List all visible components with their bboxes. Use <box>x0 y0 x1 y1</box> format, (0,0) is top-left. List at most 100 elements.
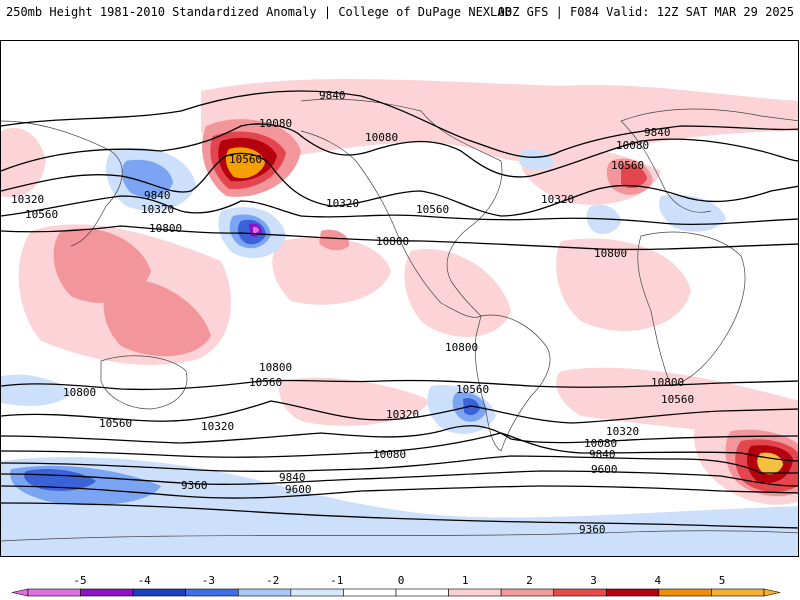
contour-label: 9840 <box>144 189 171 202</box>
anomaly-positive-max <box>621 164 647 189</box>
contour-label: 10560 <box>99 417 132 430</box>
colorbar: -5 -4 -3 -2 -1 0 1 2 3 4 5 <box>11 574 781 597</box>
anomaly-map: 9840 10080 10080 10560 9840 10320 10320 … <box>0 40 799 557</box>
model-run-info: 00Z GFS | F084 Valid: 12Z SAT MAR 29 202… <box>497 5 794 19</box>
map-canvas: 9840 10080 10080 10560 9840 10320 10320 … <box>1 79 798 556</box>
contour-label: 10800 <box>259 361 292 374</box>
anomaly-positive-area <box>556 238 691 331</box>
colorbar-tick-label: 2 <box>526 574 533 587</box>
colorbar-tick-label: -2 <box>266 574 279 587</box>
colorbar-tick-label: 1 <box>462 574 469 587</box>
coastline-europe-asia <box>1 108 798 247</box>
colorbar-cell <box>80 588 134 597</box>
contour-line <box>1 432 798 462</box>
contour-label: 10800 <box>445 341 478 354</box>
height-contours <box>1 90 798 529</box>
contour-label: 10080 <box>365 131 398 144</box>
colorbar-tick-label: -5 <box>73 574 86 587</box>
colorbar-tick-label: -1 <box>330 574 343 587</box>
contour-label: 10080 <box>584 437 617 450</box>
colorbar-tick-label: 3 <box>590 574 597 587</box>
colorbar-tick-label: -3 <box>202 574 215 587</box>
contour-line <box>1 225 798 251</box>
contour-label: 9840 <box>319 89 346 102</box>
colorbar-cell <box>27 588 81 597</box>
colorbar-cell <box>448 588 502 597</box>
colorbar-cell <box>132 588 187 597</box>
contour-label: 9600 <box>591 463 618 476</box>
colorbar-cell <box>343 588 397 597</box>
anomaly-positive-core <box>319 229 350 251</box>
contour-label: 9360 <box>181 479 208 492</box>
coastline-antarctica <box>1 530 798 542</box>
contour-label: 10800 <box>63 386 96 399</box>
colorbar-end-left <box>11 588 29 597</box>
anomaly-positive-area <box>201 79 798 164</box>
contour-label: 10560 <box>249 376 282 389</box>
contour-label: 10080 <box>373 448 406 461</box>
coastline-africa <box>637 231 746 387</box>
contour-label: 10560 <box>456 383 489 396</box>
anomaly-positive-area <box>279 377 431 426</box>
contour-label: 10800 <box>651 376 684 389</box>
anomaly-positive-area <box>404 249 511 338</box>
contour-line <box>1 485 798 499</box>
contour-line <box>1 470 798 487</box>
colorbar-cell <box>185 588 239 597</box>
anomaly-negative-peak <box>253 226 259 234</box>
contour-label: 10320 <box>386 408 419 421</box>
contour-label: 10320 <box>606 425 639 438</box>
contour-line <box>1 195 798 225</box>
contour-label-group: 9840 10080 10080 10560 9840 10320 10320 … <box>11 89 694 536</box>
colorbar-ticks: -5 -4 -3 -2 -1 0 1 2 3 4 5 <box>73 574 725 587</box>
contour-label: 10560 <box>661 393 694 406</box>
contour-label: 10080 <box>259 117 292 130</box>
contour-label: 10320 <box>201 420 234 433</box>
colorbar-cells <box>11 588 781 597</box>
contour-label: 10560 <box>611 159 644 172</box>
contour-label: 10800 <box>149 222 182 235</box>
contour-label: 10320 <box>141 203 174 216</box>
contour-line <box>1 152 798 217</box>
anomaly-positive-core <box>103 279 211 357</box>
colorbar-tick-label: 0 <box>398 574 405 587</box>
colorbar-tick-label: 5 <box>719 574 726 587</box>
colorbar-cell <box>711 588 765 597</box>
contour-label: 10080 <box>616 139 649 152</box>
coastline-australia <box>100 355 188 410</box>
contour-label: 10560 <box>416 203 449 216</box>
colorbar-cell <box>500 588 555 597</box>
contour-label: 9840 <box>589 448 616 461</box>
contour-line <box>1 90 798 158</box>
contour-label: 9600 <box>285 483 312 496</box>
contour-label: 10800 <box>594 247 627 260</box>
anomaly-negative-area <box>659 194 726 232</box>
map-title: 250mb Height 1981-2010 Standardized Anom… <box>6 5 512 19</box>
anomaly-negative-area <box>1 374 71 406</box>
colorbar-cell <box>237 588 292 597</box>
contour-label: 9840 <box>644 126 671 139</box>
anomaly-negative-core <box>121 159 173 198</box>
colorbar-cell <box>290 588 344 597</box>
contour-label: 10560 <box>25 208 58 221</box>
contour-line <box>1 379 798 391</box>
contour-line <box>1 400 798 424</box>
colorbar-cell <box>658 588 712 597</box>
colorbar-cell <box>395 588 449 597</box>
contour-label: 9840 <box>279 471 306 484</box>
anomaly-shading <box>1 79 798 556</box>
contour-line <box>1 123 798 178</box>
anomaly-positive-peak <box>757 452 783 475</box>
contour-label: 10320 <box>541 193 574 206</box>
contour-line <box>1 425 798 444</box>
colorbar-tick-label: 4 <box>654 574 661 587</box>
colorbar-tick-label: -4 <box>138 574 152 587</box>
coastline-south-america <box>474 314 551 452</box>
contour-label: 10320 <box>326 197 359 210</box>
colorbar-end-right <box>763 588 781 597</box>
anomaly-negative-area <box>1 457 798 556</box>
contour-label: 9360 <box>579 523 606 536</box>
contour-label: 10320 <box>11 193 44 206</box>
colorbar-cell <box>553 588 607 597</box>
anomaly-positive-area <box>272 237 391 305</box>
